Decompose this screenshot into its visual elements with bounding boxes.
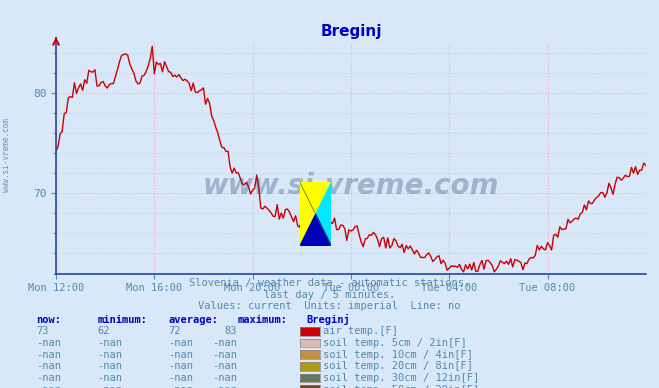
Text: -nan: -nan [36,338,61,348]
Text: soil temp. 30cm / 12in[F]: soil temp. 30cm / 12in[F] [323,373,479,383]
Text: now:: now: [36,315,61,325]
Text: minimum:: minimum: [98,315,148,325]
Text: -nan: -nan [212,350,237,360]
Text: -nan: -nan [168,361,193,371]
Text: -nan: -nan [168,350,193,360]
Text: soil temp. 20cm / 8in[F]: soil temp. 20cm / 8in[F] [323,361,473,371]
Text: soil temp. 50cm / 20in[F]: soil temp. 50cm / 20in[F] [323,385,479,388]
Text: -nan: -nan [36,361,61,371]
Text: air temp.[F]: air temp.[F] [323,326,398,336]
Text: -nan: -nan [212,338,237,348]
Text: -nan: -nan [98,385,123,388]
Text: -nan: -nan [212,361,237,371]
Text: 83: 83 [225,326,237,336]
Text: -nan: -nan [98,373,123,383]
Text: 62: 62 [98,326,110,336]
Text: maximum:: maximum: [237,315,287,325]
Text: average:: average: [168,315,218,325]
Text: -nan: -nan [98,338,123,348]
Text: 72: 72 [168,326,181,336]
Text: -nan: -nan [36,350,61,360]
Text: -nan: -nan [168,373,193,383]
Text: -nan: -nan [36,373,61,383]
Text: -nan: -nan [212,373,237,383]
Text: Values: current  Units: imperial  Line: no: Values: current Units: imperial Line: no [198,301,461,311]
Text: www.si-vreme.com: www.si-vreme.com [203,172,499,200]
Text: last day / 5 minutes.: last day / 5 minutes. [264,289,395,300]
Polygon shape [300,182,331,246]
Text: soil temp. 10cm / 4in[F]: soil temp. 10cm / 4in[F] [323,350,473,360]
Text: -nan: -nan [212,385,237,388]
Text: -nan: -nan [98,350,123,360]
Polygon shape [300,182,331,246]
Text: www.si-vreme.com: www.si-vreme.com [2,118,11,192]
Title: Breginj: Breginj [320,24,382,39]
Polygon shape [300,214,331,246]
Text: Slovenia / weather data - automatic stations.: Slovenia / weather data - automatic stat… [189,278,470,288]
Text: 73: 73 [36,326,49,336]
Text: -nan: -nan [98,361,123,371]
Text: -nan: -nan [36,385,61,388]
Text: -nan: -nan [168,385,193,388]
Text: Breginj: Breginj [306,314,350,325]
Text: soil temp. 5cm / 2in[F]: soil temp. 5cm / 2in[F] [323,338,467,348]
Text: -nan: -nan [168,338,193,348]
